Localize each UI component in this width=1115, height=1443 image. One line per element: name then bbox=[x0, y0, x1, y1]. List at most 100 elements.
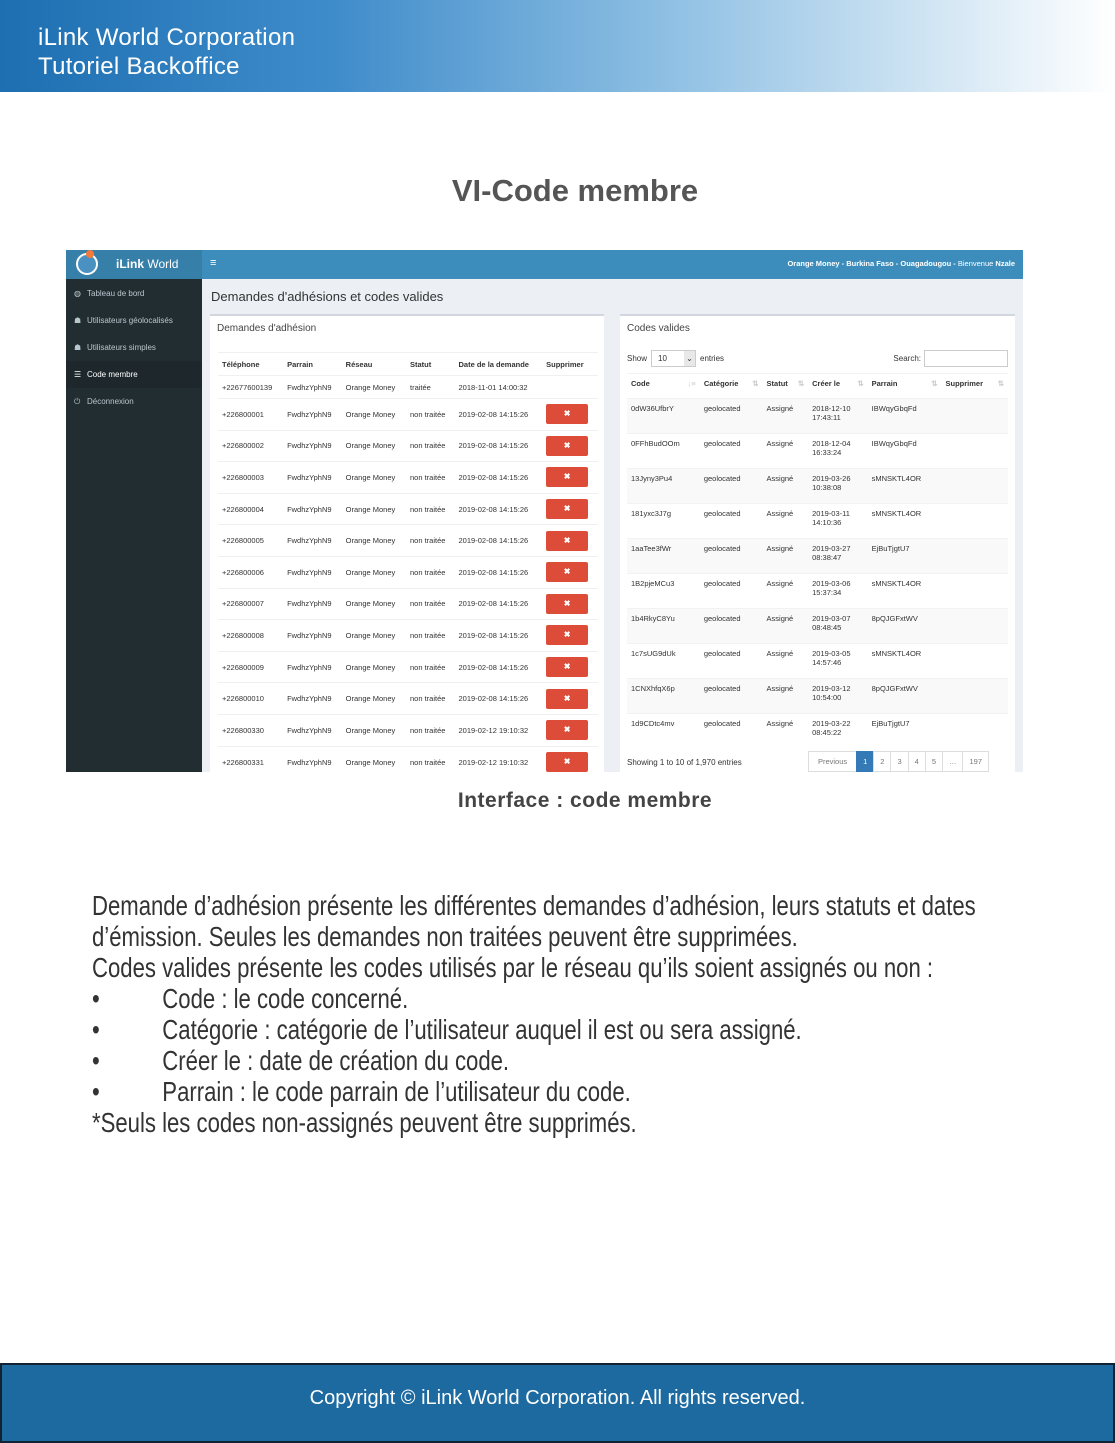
table-cell: +226800005 bbox=[218, 524, 284, 557]
show-label: Show bbox=[627, 354, 648, 363]
delete-button[interactable]: ✖ bbox=[546, 530, 589, 551]
status-cell: Assigné bbox=[762, 503, 809, 539]
delete-button[interactable]: ✖ bbox=[546, 499, 589, 520]
table-cell: non traitée bbox=[406, 524, 455, 557]
bullet-item: • Parrain : le code parrain de l’utilisat… bbox=[92, 1076, 1001, 1107]
page-button[interactable]: 3 bbox=[890, 751, 909, 772]
column-header[interactable]: Catégorie ⇅ bbox=[699, 373, 763, 399]
table-cell: traitée bbox=[406, 375, 455, 399]
sponsor-cell: IBWqyGbqFd bbox=[867, 433, 942, 469]
requests-table: Téléphone Parrain Réseau Statut Date de la d… bbox=[218, 352, 598, 772]
table-cell: non traitée bbox=[406, 587, 455, 620]
delete-button[interactable]: ✖ bbox=[546, 593, 589, 614]
created-date: 2019-03-22 bbox=[812, 719, 851, 728]
app-logo[interactable]: iLink World bbox=[66, 250, 202, 279]
delete-button[interactable]: ✖ bbox=[546, 467, 589, 488]
table-cell: 2019-02-08 14:15:26 bbox=[454, 492, 543, 525]
sidebar-item[interactable]: ◍ Tableau de bord bbox=[66, 280, 202, 307]
sidebar-item-label: Tableau de bord bbox=[87, 289, 145, 298]
app-screenshot: iLink World ≡ Orange Money - Burkina Fas… bbox=[66, 250, 1023, 772]
users-icon: ☗ bbox=[74, 316, 82, 325]
delete-button[interactable]: ✖ bbox=[546, 562, 589, 583]
membership-requests-box: Demandes d'adhésion Téléphone Parrain Rése… bbox=[210, 314, 604, 772]
footer: Copyright © iLink World Corporation. All… bbox=[0, 1363, 1115, 1443]
column-header[interactable]: Parrain ⇅ bbox=[867, 373, 942, 399]
status-cell: Assigné bbox=[762, 398, 809, 434]
bullet-text: Catégorie : catégorie de l’utilisateur a… bbox=[162, 1014, 802, 1045]
created-date: 2019-03-11 bbox=[812, 509, 850, 518]
delete-cell bbox=[941, 468, 1008, 504]
page-button[interactable]: 5 bbox=[924, 751, 943, 772]
created-cell: 2019-03-22 08:45:22 bbox=[808, 713, 868, 749]
sidebar-item[interactable]: ☰ Code membre bbox=[66, 361, 202, 388]
table-cell: FwdhzYphN9 bbox=[283, 375, 342, 399]
created-time: 08:45:22 bbox=[812, 728, 842, 737]
page-button[interactable]: 4 bbox=[907, 751, 926, 772]
created-date: 2019-03-05 bbox=[812, 649, 851, 658]
sidebar-item[interactable]: ⏻ Déconnexion bbox=[66, 388, 202, 415]
page-button[interactable]: Previous bbox=[807, 751, 858, 772]
table-cell: +226800003 bbox=[218, 461, 284, 494]
chevron-down-icon: ⌄ bbox=[684, 351, 696, 366]
table-cell: non traitée bbox=[406, 555, 455, 589]
table-cell: FwdhzYphN9 bbox=[283, 524, 342, 557]
table-cell: ✖ bbox=[542, 619, 598, 652]
table-row: +226800009 FwdhzYphN9 Orange Money non trai… bbox=[218, 650, 598, 683]
created-cell: 2019-03-11 14:10:36 bbox=[808, 503, 868, 539]
sort-icon: ⇅ bbox=[752, 379, 759, 388]
table-row: +22677600139 FwdhzYphN9 Orange Money traité… bbox=[218, 375, 598, 399]
table-cell: 2019-02-08 14:15:26 bbox=[454, 682, 543, 715]
column-header[interactable]: Supprimer ⇅ bbox=[941, 373, 1008, 399]
table-cell: non traitée bbox=[406, 492, 455, 525]
delete-cell bbox=[941, 643, 1008, 679]
column-header[interactable]: Statut ⇅ bbox=[762, 373, 809, 399]
entries-value: 10 bbox=[658, 354, 667, 363]
entries-select[interactable]: 10 ⌄ bbox=[651, 350, 697, 367]
table-cell: 2019-02-08 14:15:26 bbox=[454, 429, 543, 462]
delete-button[interactable]: ✖ bbox=[546, 657, 589, 678]
delete-button[interactable]: ✖ bbox=[546, 404, 589, 425]
sidebar-item[interactable]: ☗ Utilisateurs géolocalisés bbox=[66, 307, 202, 334]
created-date: 2019-03-12 bbox=[812, 684, 851, 693]
sponsor-cell: sMNSKTL4OR bbox=[867, 503, 942, 539]
delete-button[interactable]: ✖ bbox=[546, 435, 589, 456]
table-cell: Orange Money bbox=[341, 429, 406, 462]
user-name[interactable]: Nzale bbox=[995, 259, 1015, 268]
delete-cell bbox=[941, 398, 1008, 434]
table-cell: ✖ bbox=[542, 713, 598, 747]
status-cell: Assigné bbox=[762, 608, 809, 644]
delete-cell bbox=[941, 678, 1008, 714]
table-cell: 2019-02-08 14:15:26 bbox=[454, 524, 543, 557]
search-input[interactable] bbox=[924, 350, 1008, 367]
table-cell: +226800007 bbox=[218, 587, 284, 620]
column-label: Parrain bbox=[871, 379, 898, 388]
network-info: Orange Money - Burkina Faso - Ouagadougo… bbox=[787, 259, 956, 268]
code-cell: 1CNXhfqX6p bbox=[627, 678, 700, 714]
section-title: VI-Code membre bbox=[451, 173, 699, 208]
sidebar-item-label: Code membre bbox=[87, 370, 138, 379]
menu-toggle-icon[interactable]: ≡ bbox=[210, 257, 217, 269]
page-button[interactable]: 1 bbox=[856, 751, 875, 772]
page-button[interactable]: 197 bbox=[962, 751, 989, 772]
table-cell: 2019-02-08 14:15:26 bbox=[454, 587, 543, 620]
table-cell: FwdhzYphN9 bbox=[283, 587, 342, 620]
column-header: Supprimer bbox=[542, 352, 598, 376]
created-date: 2018-12-10 bbox=[812, 404, 851, 413]
category-cell: geolocated bbox=[699, 503, 763, 539]
table-cell: ✖ bbox=[542, 398, 598, 431]
delete-button[interactable]: ✖ bbox=[546, 752, 589, 772]
sidebar-item[interactable]: ☗ Utilisateurs simples bbox=[66, 334, 202, 361]
column-header[interactable]: Créer le ⇅ bbox=[808, 373, 868, 399]
table-cell: 2019-02-12 19:10:32 bbox=[454, 713, 543, 747]
page-button[interactable]: 2 bbox=[873, 751, 892, 772]
table-cell: +226800010 bbox=[218, 682, 284, 715]
page-button[interactable]: … bbox=[941, 751, 964, 772]
delete-button[interactable]: ✖ bbox=[546, 625, 589, 646]
code-cell: 1d9CDtc4mv bbox=[627, 713, 700, 749]
box-title: Demandes d'adhésion bbox=[217, 323, 317, 334]
column-header[interactable]: Code ↓≡ bbox=[627, 373, 700, 399]
table-cell: FwdhzYphN9 bbox=[283, 650, 342, 683]
created-time: 17:43:11 bbox=[812, 413, 841, 422]
delete-button[interactable]: ✖ bbox=[546, 720, 589, 741]
delete-button[interactable]: ✖ bbox=[546, 688, 589, 709]
